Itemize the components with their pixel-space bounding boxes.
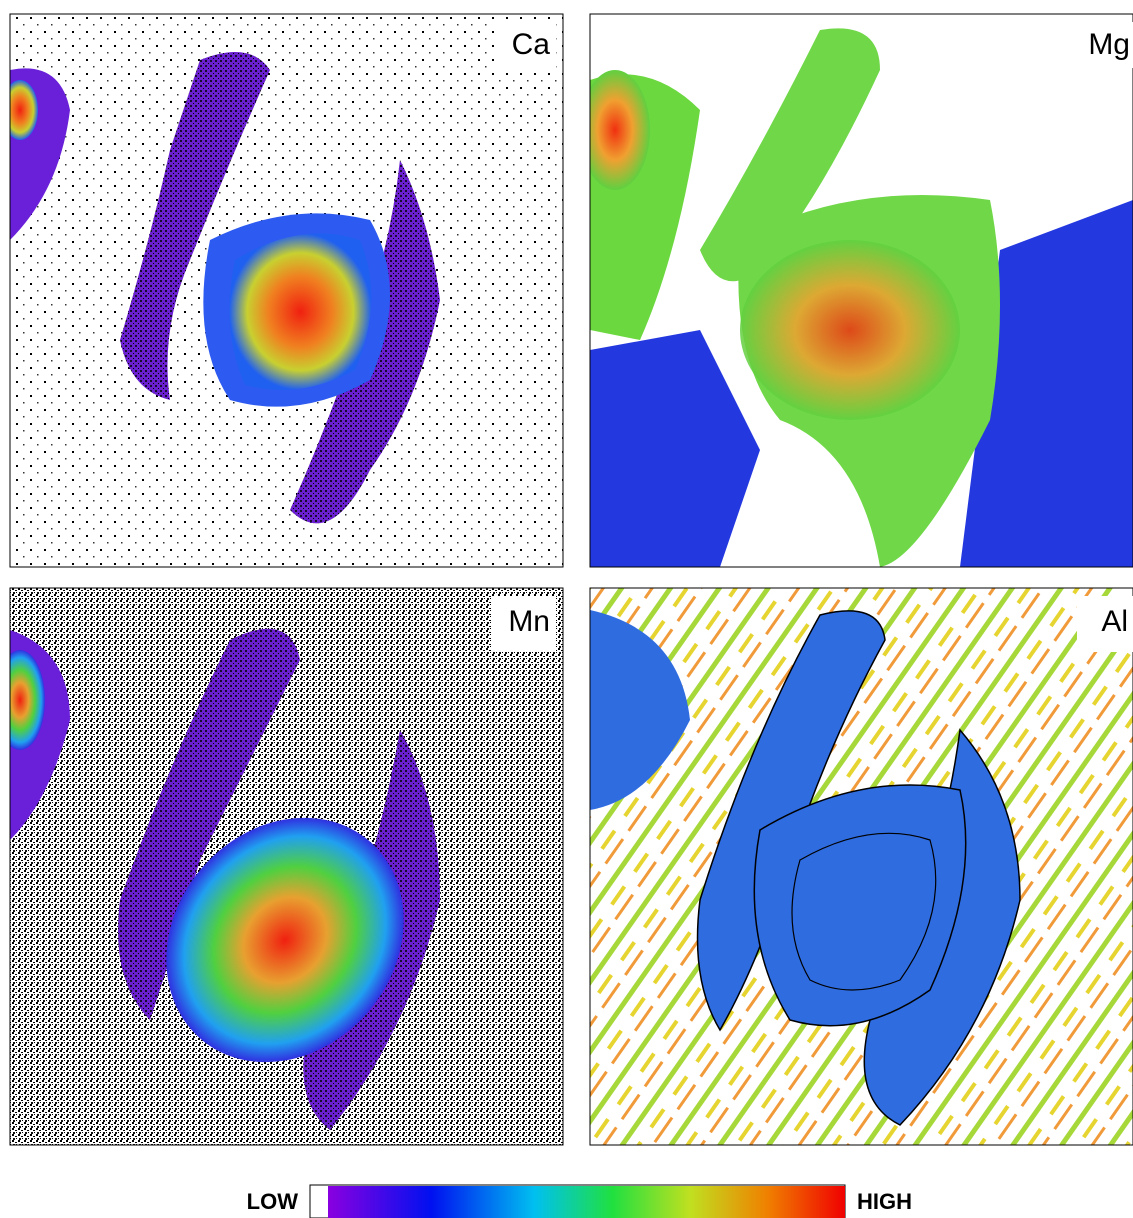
map-shape	[700, 28, 880, 282]
colorbar-low: LOW	[247, 1189, 299, 1214]
map-shape	[9, 13, 564, 568]
map-shape	[492, 596, 556, 652]
mn-map	[10, 588, 563, 1145]
panel-label: Al	[1101, 605, 1128, 638]
panel-label: Mn	[508, 605, 550, 638]
map-shape	[10, 650, 45, 750]
panel-label: Mg	[1088, 28, 1130, 61]
colorbar-high: HIGH	[857, 1189, 912, 1214]
mg-map	[590, 14, 1133, 567]
map-shape	[960, 200, 1133, 567]
map-shape	[740, 240, 960, 420]
al-map	[590, 588, 1133, 1145]
map-shape	[590, 610, 690, 810]
map-shape	[753, 784, 967, 1027]
map-shape	[118, 628, 300, 1020]
map-shape	[589, 587, 1133, 1146]
map-shape	[1077, 596, 1133, 652]
colorbar	[328, 1186, 845, 1218]
map-shape	[590, 70, 650, 190]
map-shape	[791, 832, 937, 991]
map-shape	[1074, 22, 1133, 68]
map-shape	[229, 233, 372, 390]
map-shape	[496, 22, 556, 68]
map-shape	[120, 52, 270, 400]
map-shape	[166, 817, 404, 1063]
map-shape	[9, 587, 564, 1146]
map-shape	[589, 13, 1133, 568]
panel-label: Ca	[512, 28, 551, 61]
map-shape	[590, 330, 760, 567]
ca-map	[10, 14, 563, 567]
map-shape	[10, 80, 38, 140]
